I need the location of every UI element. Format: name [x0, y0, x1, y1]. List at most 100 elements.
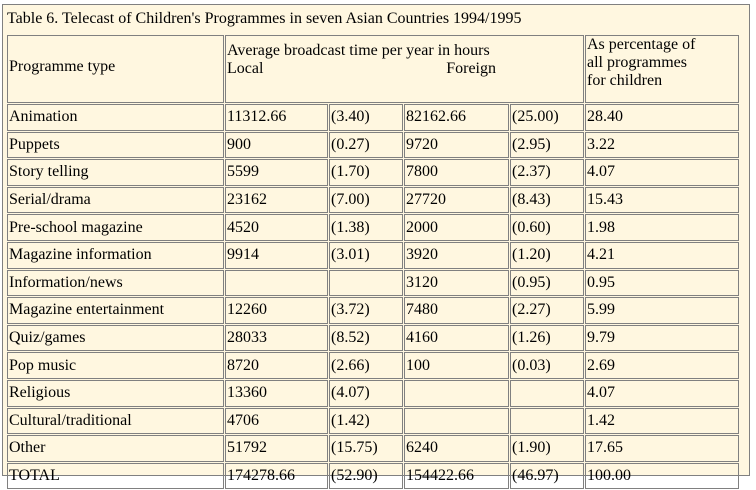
cell-local-hours: 9914	[225, 241, 328, 269]
cell-foreign-percent: (0.60)	[510, 214, 584, 241]
header-programme-type: Programme type	[7, 35, 224, 103]
cell-local-hours: 12260	[225, 297, 328, 324]
table-row: Information/news 3120 (0.95) 0.95	[7, 269, 739, 297]
cell-programme-type: Pre-school magazine	[7, 214, 224, 241]
table-row: Magazine entertainment 12260 (3.72) 7480 (2.…	[7, 297, 739, 324]
cell-total-percent: 9.79	[585, 324, 739, 352]
cell-programme-type: Puppets	[7, 131, 224, 159]
cell-foreign-percent: (1.26)	[510, 324, 584, 352]
table-row: Puppets 900 (0.27) 9720 (2.95) 3.22	[7, 131, 739, 159]
cell-total-percent: 0.95	[585, 269, 739, 297]
cell-programme-type: Story telling	[7, 159, 224, 186]
table-row: Story telling 5599 (1.70) 7800 (2.37) 4.07	[7, 159, 739, 186]
cell-local-hours	[225, 269, 328, 297]
cell-total-percent: 17.65	[585, 435, 739, 462]
cell-total-percent: 2.69	[585, 352, 739, 379]
cell-local-percent: (3.40)	[329, 104, 403, 131]
table-row: Cultural/traditional 4706 (1.42) 1.42	[7, 407, 739, 435]
cell-foreign-hours: 3920	[404, 241, 509, 269]
table-title: Table 6. Telecast of Children's Programm…	[7, 10, 522, 27]
header-row: Programme type Average broadcast time pe…	[7, 35, 739, 103]
header-foreign-label: Foreign	[446, 60, 496, 77]
cell-local-percent: (1.42)	[329, 407, 403, 435]
cell-local-percent: (1.70)	[329, 159, 403, 186]
header-percentage: As percentage of all programmes for chil…	[585, 35, 739, 103]
cell-programme-type: Quiz/games	[7, 324, 224, 352]
cell-foreign-percent: (46.97)	[510, 462, 584, 490]
cell-foreign-percent: (2.95)	[510, 131, 584, 159]
cell-foreign-hours: 27720	[404, 186, 509, 214]
cell-total-percent: 4.07	[585, 159, 739, 186]
cell-programme-type: Other	[7, 435, 224, 462]
cell-local-hours: 4520	[225, 214, 328, 241]
cell-local-percent: (7.00)	[329, 186, 403, 214]
cell-foreign-percent: (0.95)	[510, 269, 584, 297]
cell-local-percent: (15.75)	[329, 435, 403, 462]
cell-foreign-hours: 2000	[404, 214, 509, 241]
data-table: Programme type Average broadcast time pe…	[6, 34, 740, 490]
cell-local-percent: (2.66)	[329, 352, 403, 379]
cell-foreign-percent	[510, 407, 584, 435]
cell-local-hours: 900	[225, 131, 328, 159]
cell-foreign-percent	[510, 379, 584, 407]
table-row: Quiz/games 28033 (8.52) 4160 (1.26) 9.79	[7, 324, 739, 352]
header-pct-line2: all programmes	[587, 54, 687, 71]
cell-total-percent: 28.40	[585, 104, 739, 131]
cell-local-percent: (0.27)	[329, 131, 403, 159]
cell-local-hours: 23162	[225, 186, 328, 214]
cell-local-hours: 13360	[225, 379, 328, 407]
cell-total-percent: 5.99	[585, 297, 739, 324]
cell-programme-type: Magazine information	[7, 241, 224, 269]
cell-local-hours: 5599	[225, 159, 328, 186]
table-row: Pre-school magazine 4520 (1.38) 2000 (0.60) 1…	[7, 214, 739, 241]
cell-foreign-percent: (1.90)	[510, 435, 584, 462]
cell-local-percent: (52.90)	[329, 462, 403, 490]
cell-local-percent: (1.38)	[329, 214, 403, 241]
cell-foreign-percent: (2.37)	[510, 159, 584, 186]
header-pct-line3: for children	[587, 72, 663, 89]
table-row: Pop music 8720 (2.66) 100 (0.03) 2.69	[7, 352, 739, 379]
cell-total-percent: 4.21	[585, 241, 739, 269]
table-row: Animation 11312.66 (3.40) 82162.66 (25.00) 28…	[7, 104, 739, 131]
cell-local-percent	[329, 269, 403, 297]
cell-programme-type: Serial/drama	[7, 186, 224, 214]
cell-foreign-hours: 7800	[404, 159, 509, 186]
cell-local-hours: 4706	[225, 407, 328, 435]
cell-total-percent: 1.98	[585, 214, 739, 241]
header-average-label: Average broadcast time per year in hours	[227, 42, 490, 59]
table-row: Magazine information 9914 (3.01) 3920 (1.20)…	[7, 241, 739, 269]
cell-total-percent: 3.22	[585, 131, 739, 159]
cell-total-percent: 4.07	[585, 379, 739, 407]
cell-foreign-hours: 3120	[404, 269, 509, 297]
header-local-label: Local	[227, 60, 264, 77]
cell-foreign-percent: (8.43)	[510, 186, 584, 214]
cell-foreign-hours: 4160	[404, 324, 509, 352]
cell-foreign-percent: (1.20)	[510, 241, 584, 269]
cell-total-percent: 100.00	[585, 462, 739, 490]
table-row: TOTAL 174278.66 (52.90) 154422.66 (46.97) 100…	[7, 462, 739, 490]
header-pct-line1: As percentage of	[587, 36, 696, 53]
cell-foreign-hours: 9720	[404, 131, 509, 159]
cell-foreign-hours: 6240	[404, 435, 509, 462]
cell-local-hours: 8720	[225, 352, 328, 379]
cell-programme-type: Magazine entertainment	[7, 297, 224, 324]
cell-programme-type: Animation	[7, 104, 224, 131]
cell-local-percent: (3.72)	[329, 297, 403, 324]
cell-programme-type: Pop music	[7, 352, 224, 379]
cell-programme-type: TOTAL	[7, 462, 224, 490]
cell-foreign-hours	[404, 379, 509, 407]
header-programme-type-label: Programme type	[9, 58, 116, 75]
cell-local-hours: 174278.66	[225, 462, 328, 490]
cell-total-percent: 1.42	[585, 407, 739, 435]
cell-local-percent: (3.01)	[329, 241, 403, 269]
header-average-time: Average broadcast time per year in hours…	[225, 35, 584, 103]
cell-foreign-hours: 154422.66	[404, 462, 509, 490]
cell-total-percent: 15.43	[585, 186, 739, 214]
cell-foreign-percent: (0.03)	[510, 352, 584, 379]
cell-local-percent: (8.52)	[329, 324, 403, 352]
table-container: Table 6. Telecast of Children's Programm…	[2, 4, 750, 490]
cell-programme-type: Information/news	[7, 269, 224, 297]
cell-foreign-hours: 82162.66	[404, 104, 509, 131]
table-row: Religious 13360 (4.07) 4.07	[7, 379, 739, 407]
cell-programme-type: Religious	[7, 379, 224, 407]
